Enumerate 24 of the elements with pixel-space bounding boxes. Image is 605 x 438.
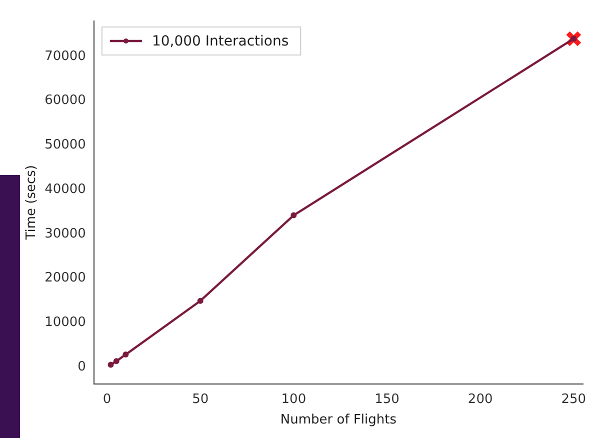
point <box>122 352 129 358</box>
x-tick-label: 200 <box>468 392 493 407</box>
point <box>108 362 114 368</box>
y-tick-label: 20000 <box>44 270 86 286</box>
y-tick-label: 0 <box>78 359 86 374</box>
y-axis-title: Time (secs) <box>24 165 40 241</box>
x-tick-label: 50 <box>192 392 209 407</box>
x-tick-label: 100 <box>281 392 306 407</box>
point <box>570 36 577 42</box>
x-tick-label: 0 <box>102 392 112 407</box>
y-tick-label: 40000 <box>44 182 86 197</box>
x-tick-label: 250 <box>561 392 586 407</box>
y-tick-label: 50000 <box>44 138 86 153</box>
y-tick-label: 30000 <box>44 226 86 242</box>
y-tick-label: 10000 <box>44 314 86 330</box>
point <box>566 30 582 47</box>
x-tick-label: 150 <box>374 392 400 407</box>
x-axis-title: Number of Flights <box>280 412 397 428</box>
legend-label: 10,000 Interactions <box>152 34 289 50</box>
point <box>113 358 120 364</box>
point <box>197 298 204 304</box>
y-tick-label: 70000 <box>44 48 86 64</box>
y-tick-label: 60000 <box>44 93 86 108</box>
point <box>290 212 297 218</box>
